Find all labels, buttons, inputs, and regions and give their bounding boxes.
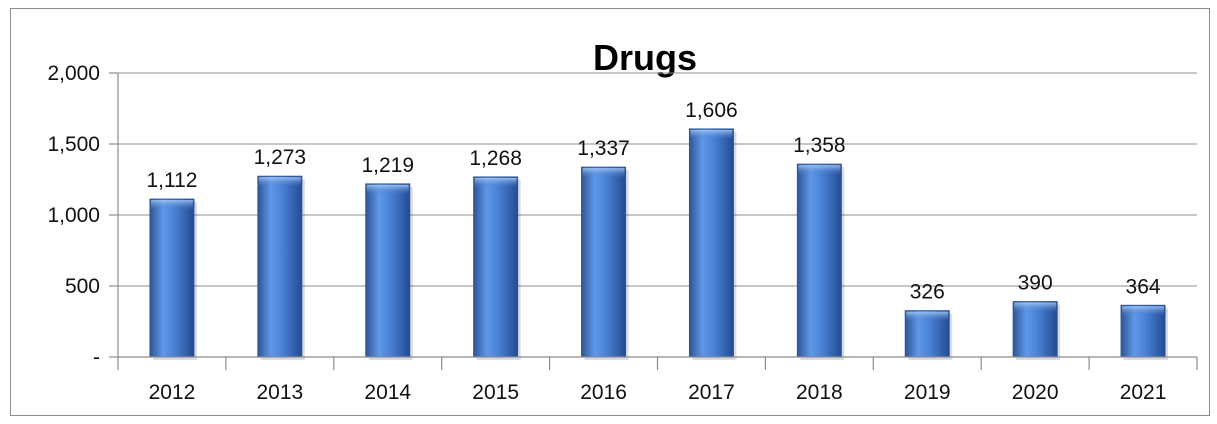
bar-highlight [582, 168, 625, 179]
data-label: 1,606 [685, 99, 738, 122]
bar-2017 [688, 128, 734, 358]
data-label: 326 [910, 281, 945, 304]
data-label: 1,219 [361, 154, 414, 177]
bar-2016 [581, 166, 627, 358]
bar-highlight [690, 129, 733, 140]
bar-2018 [796, 163, 842, 358]
x-tick-label: 2019 [904, 381, 951, 404]
x-tick-label: 2012 [149, 381, 196, 404]
data-label: 390 [1018, 272, 1053, 295]
bar-series [149, 128, 1169, 360]
bar-highlight [150, 200, 193, 211]
bar-highlight [1122, 306, 1165, 317]
y-tick-label: 1,500 [47, 133, 100, 156]
y-tick-label: 500 [65, 275, 100, 298]
bar-2012 [149, 198, 195, 358]
bar-highlight [798, 165, 841, 176]
x-tick-label: 2018 [796, 381, 843, 404]
y-tick-label: - [93, 346, 100, 369]
data-label: 1,268 [469, 147, 522, 170]
chart-title: Drugs [593, 37, 697, 78]
bar-2015 [473, 176, 519, 358]
x-tick-label: 2014 [364, 381, 411, 404]
chart-labels: - 500 1,000 1,500 2,000 1,112 2012 1,273 2013 1,2… [47, 62, 1166, 404]
y-tick-label: 1,000 [47, 204, 100, 227]
x-tick-label: 2021 [1120, 381, 1167, 404]
bar-highlight [258, 177, 301, 188]
x-tick-label: 2015 [472, 381, 519, 404]
bar-2013 [257, 175, 303, 358]
data-label: 1,358 [793, 134, 846, 157]
bar-highlight [474, 177, 517, 188]
data-label: 1,112 [146, 169, 197, 192]
bar-2014 [365, 183, 411, 358]
x-tick-label: 2020 [1012, 381, 1059, 404]
bar-highlight [906, 311, 949, 322]
bar-highlight [1014, 302, 1057, 313]
bar-highlight [366, 184, 409, 195]
data-label: 1,337 [577, 137, 630, 160]
x-tick-label: 2017 [688, 381, 735, 404]
x-tick-label: 2016 [580, 381, 627, 404]
axes [109, 72, 1198, 370]
data-label: 364 [1126, 275, 1161, 298]
y-tick-label: 2,000 [47, 62, 100, 85]
data-label: 1,273 [254, 146, 307, 169]
x-tick-label: 2013 [256, 381, 303, 404]
